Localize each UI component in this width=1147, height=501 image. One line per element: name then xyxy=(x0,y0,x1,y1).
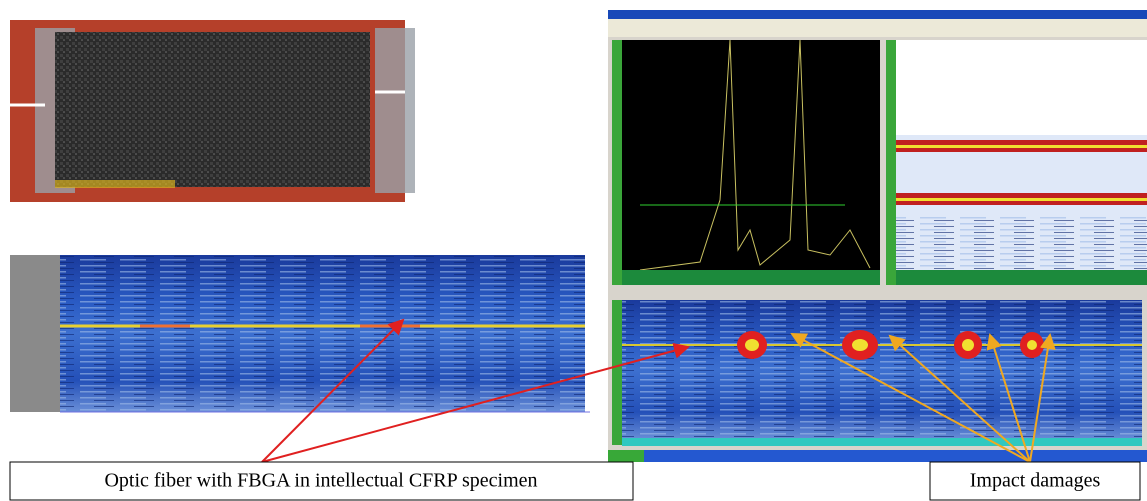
caption: Optic fiber with FBGA in intellectual CF… xyxy=(104,470,537,492)
caption: Impact damages xyxy=(970,470,1101,492)
arrows xyxy=(261,318,1056,463)
caption-box xyxy=(929,461,1141,501)
impact-blob xyxy=(737,330,1044,360)
caption-box xyxy=(9,461,634,501)
software-window xyxy=(608,10,1147,462)
specimen-photo xyxy=(10,20,415,202)
scan-left xyxy=(10,255,590,413)
